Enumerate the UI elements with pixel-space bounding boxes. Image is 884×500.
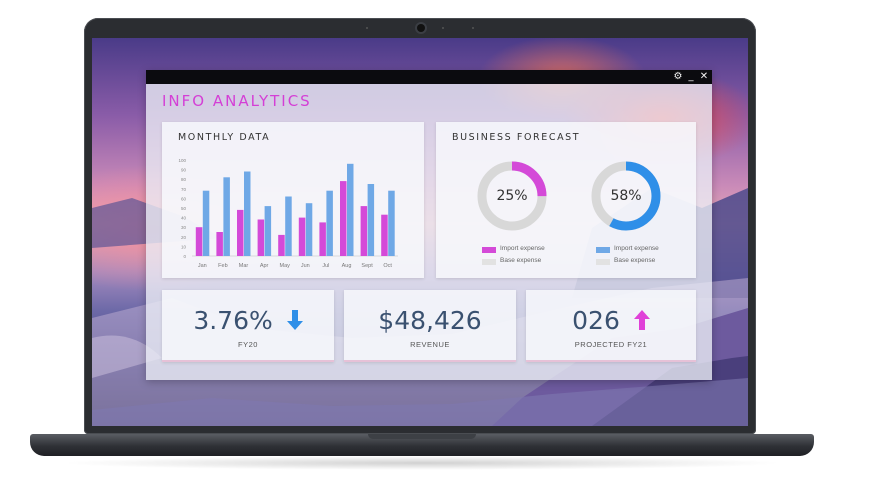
- x-tick-label: Mar: [239, 263, 249, 269]
- legend-label: Base expense: [500, 257, 542, 264]
- y-tick-label: 60: [181, 196, 187, 201]
- bar-blue: [388, 190, 395, 256]
- x-tick-label: Jan: [198, 263, 207, 269]
- y-tick-label: 50: [181, 206, 187, 211]
- kpi-underline: [162, 360, 334, 362]
- donut-percent-label: 25%: [496, 188, 528, 204]
- x-tick-label: Apr: [260, 263, 269, 269]
- laptop-lid: ⚙ _ ✕ INFO ANALYTICS MONTHLY DATA 0 10 20 3…: [84, 18, 756, 434]
- y-tick-label: 30: [181, 225, 187, 230]
- legend-swatch: [482, 259, 496, 265]
- y-tick-label: 90: [181, 168, 187, 173]
- sensor-dot: [442, 27, 444, 29]
- x-tick-label: Sept: [361, 263, 373, 269]
- bar-pink: [257, 219, 265, 256]
- kpi-label: PROJECTED FY21: [574, 340, 648, 349]
- kpi-label: FY20: [238, 340, 258, 349]
- arrow-down-icon: [286, 310, 303, 330]
- kpi-value: $48,426: [378, 305, 482, 335]
- laptop-shadow: [60, 456, 784, 470]
- legend-label: Base expense: [614, 257, 656, 264]
- bar-blue: [285, 196, 292, 256]
- bar-blue: [326, 190, 333, 256]
- x-tick-label: Jul: [322, 263, 329, 269]
- bar-blue: [264, 206, 272, 256]
- kpi-underline: [526, 360, 696, 362]
- monthly-bar-chart: 0 10 20 30 40 50 60 70 80 90 100 Jan Feb Mar Apr May Jun…: [178, 158, 398, 269]
- webcam-icon: [417, 24, 425, 32]
- kpi-card-fy20: 3.76% FY20: [162, 290, 334, 362]
- y-tick-label: 70: [181, 187, 187, 192]
- legend-label: Import expense: [614, 245, 659, 252]
- legend-label: Import expense: [500, 245, 545, 252]
- bar-pink: [360, 206, 368, 256]
- sensor-dot: [472, 27, 474, 29]
- donut-arc: [477, 161, 547, 231]
- kpi-value: 3.76%: [162, 304, 334, 335]
- analytics-window: ⚙ _ ✕ INFO ANALYTICS MONTHLY DATA 0 10 20 3…: [146, 70, 712, 380]
- bar-pink: [216, 232, 223, 256]
- x-tick-label: Oct: [383, 263, 392, 269]
- business-forecast-panel: BUSINESS FORECAST 25% 58% Import expense: [436, 122, 696, 278]
- legend-swatch: [596, 247, 610, 253]
- x-tick-label: Feb: [218, 263, 227, 269]
- settings-icon[interactable]: ⚙: [673, 71, 683, 82]
- import-expense-donut: [477, 161, 547, 231]
- kpi-label: REVENUE: [410, 340, 450, 349]
- arrow-up-icon: [633, 310, 650, 330]
- minimize-button[interactable]: _: [688, 71, 694, 82]
- y-tick-label: 10: [181, 244, 187, 249]
- legend-swatch: [482, 247, 496, 253]
- close-button[interactable]: ✕: [699, 71, 709, 82]
- kpi-card-revenue: $48,426 REVENUE: [344, 290, 516, 362]
- laptop-base: [30, 434, 814, 456]
- bar-pink: [237, 209, 244, 256]
- bar-pink: [319, 222, 326, 256]
- screen: ⚙ _ ✕ INFO ANALYTICS MONTHLY DATA 0 10 20 3…: [92, 38, 748, 426]
- kpi-underline: [344, 360, 516, 362]
- x-tick-label: Aug: [342, 263, 352, 269]
- bar-pink: [278, 234, 285, 256]
- import-expense-donut: [591, 161, 661, 231]
- y-tick-label: 0: [183, 254, 186, 259]
- y-tick-label: 20: [181, 235, 187, 240]
- sensor-dot: [366, 27, 368, 29]
- y-tick-label: 40: [181, 216, 187, 221]
- bar-pink: [195, 227, 203, 256]
- lid-opening-notch: [368, 434, 476, 439]
- kpi-value: 026: [526, 304, 696, 335]
- app-title: INFO ANALYTICS: [162, 92, 312, 110]
- x-tick-label: May: [280, 263, 291, 269]
- donut-percent-label: 58%: [610, 188, 642, 204]
- panel-title: MONTHLY DATA: [178, 132, 271, 143]
- bar-blue: [244, 171, 251, 256]
- donut-arc: [591, 161, 661, 231]
- y-tick-label: 80: [181, 177, 187, 182]
- kpi-card-projected: 026 PROJECTED FY21: [526, 290, 696, 362]
- bar-blue: [367, 184, 375, 256]
- panel-title: BUSINESS FORECAST: [452, 132, 581, 143]
- x-tick-label: Jun: [301, 263, 310, 269]
- bar-blue: [347, 163, 354, 256]
- bar-pink: [298, 217, 306, 256]
- window-titlebar: ⚙ _ ✕: [146, 70, 712, 84]
- bar-blue: [305, 203, 313, 256]
- bar-blue: [223, 177, 230, 256]
- bar-pink: [381, 214, 388, 256]
- bar-blue: [202, 190, 210, 256]
- monthly-data-panel: MONTHLY DATA 0 10 20 30 40 50 60 70 80 90 100 Jan Fe…: [162, 122, 424, 278]
- bar-pink: [340, 181, 347, 256]
- legend-swatch: [596, 259, 610, 265]
- y-tick-label: 100: [178, 158, 186, 163]
